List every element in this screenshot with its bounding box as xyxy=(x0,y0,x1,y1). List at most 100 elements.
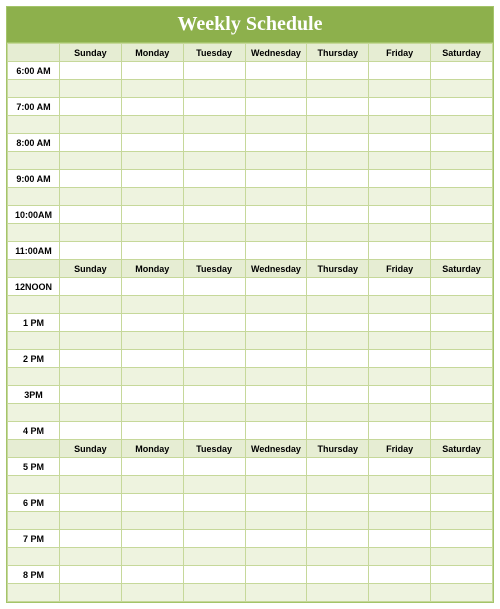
schedule-slot[interactable] xyxy=(245,80,307,98)
schedule-slot[interactable] xyxy=(183,296,245,314)
schedule-slot[interactable] xyxy=(307,152,369,170)
schedule-slot[interactable] xyxy=(183,404,245,422)
schedule-slot[interactable] xyxy=(369,512,431,530)
schedule-slot[interactable] xyxy=(369,80,431,98)
schedule-slot[interactable] xyxy=(60,134,122,152)
schedule-slot[interactable] xyxy=(369,530,431,548)
schedule-slot[interactable] xyxy=(183,458,245,476)
schedule-slot[interactable] xyxy=(245,368,307,386)
schedule-slot[interactable] xyxy=(60,530,122,548)
schedule-slot[interactable] xyxy=(431,188,493,206)
schedule-slot[interactable] xyxy=(307,116,369,134)
schedule-slot[interactable] xyxy=(183,350,245,368)
schedule-slot[interactable] xyxy=(431,134,493,152)
schedule-slot[interactable] xyxy=(121,350,183,368)
schedule-slot[interactable] xyxy=(369,98,431,116)
schedule-slot[interactable] xyxy=(307,278,369,296)
schedule-slot[interactable] xyxy=(307,224,369,242)
schedule-slot[interactable] xyxy=(245,476,307,494)
schedule-slot[interactable] xyxy=(431,422,493,440)
schedule-slot[interactable] xyxy=(369,566,431,584)
schedule-slot[interactable] xyxy=(60,404,122,422)
schedule-slot[interactable] xyxy=(369,62,431,80)
schedule-slot[interactable] xyxy=(60,242,122,260)
schedule-slot[interactable] xyxy=(121,296,183,314)
schedule-slot[interactable] xyxy=(307,584,369,602)
schedule-slot[interactable] xyxy=(60,296,122,314)
schedule-slot[interactable] xyxy=(183,80,245,98)
schedule-slot[interactable] xyxy=(307,494,369,512)
schedule-slot[interactable] xyxy=(183,206,245,224)
schedule-slot[interactable] xyxy=(369,224,431,242)
schedule-slot[interactable] xyxy=(60,116,122,134)
schedule-slot[interactable] xyxy=(369,404,431,422)
schedule-slot[interactable] xyxy=(431,98,493,116)
schedule-slot[interactable] xyxy=(60,314,122,332)
schedule-slot[interactable] xyxy=(60,152,122,170)
schedule-slot[interactable] xyxy=(245,566,307,584)
schedule-slot[interactable] xyxy=(307,332,369,350)
schedule-slot[interactable] xyxy=(245,224,307,242)
schedule-slot[interactable] xyxy=(121,116,183,134)
schedule-slot[interactable] xyxy=(431,224,493,242)
schedule-slot[interactable] xyxy=(431,476,493,494)
schedule-slot[interactable] xyxy=(60,188,122,206)
schedule-slot[interactable] xyxy=(183,530,245,548)
schedule-slot[interactable] xyxy=(431,386,493,404)
schedule-slot[interactable] xyxy=(369,152,431,170)
schedule-slot[interactable] xyxy=(121,242,183,260)
schedule-slot[interactable] xyxy=(60,206,122,224)
schedule-slot[interactable] xyxy=(60,512,122,530)
schedule-slot[interactable] xyxy=(245,314,307,332)
schedule-slot[interactable] xyxy=(307,368,369,386)
schedule-slot[interactable] xyxy=(245,350,307,368)
schedule-slot[interactable] xyxy=(369,170,431,188)
schedule-slot[interactable] xyxy=(307,404,369,422)
schedule-slot[interactable] xyxy=(60,386,122,404)
schedule-slot[interactable] xyxy=(369,386,431,404)
schedule-slot[interactable] xyxy=(369,278,431,296)
schedule-slot[interactable] xyxy=(121,368,183,386)
schedule-slot[interactable] xyxy=(183,242,245,260)
schedule-slot[interactable] xyxy=(245,332,307,350)
schedule-slot[interactable] xyxy=(121,548,183,566)
schedule-slot[interactable] xyxy=(121,458,183,476)
schedule-slot[interactable] xyxy=(431,242,493,260)
schedule-slot[interactable] xyxy=(369,350,431,368)
schedule-slot[interactable] xyxy=(121,404,183,422)
schedule-slot[interactable] xyxy=(307,170,369,188)
schedule-slot[interactable] xyxy=(121,62,183,80)
schedule-slot[interactable] xyxy=(183,116,245,134)
schedule-slot[interactable] xyxy=(431,548,493,566)
schedule-slot[interactable] xyxy=(307,134,369,152)
schedule-slot[interactable] xyxy=(60,332,122,350)
schedule-slot[interactable] xyxy=(431,332,493,350)
schedule-slot[interactable] xyxy=(121,224,183,242)
schedule-slot[interactable] xyxy=(183,134,245,152)
schedule-slot[interactable] xyxy=(60,62,122,80)
schedule-slot[interactable] xyxy=(245,458,307,476)
schedule-slot[interactable] xyxy=(183,314,245,332)
schedule-slot[interactable] xyxy=(121,476,183,494)
schedule-slot[interactable] xyxy=(245,188,307,206)
schedule-slot[interactable] xyxy=(121,494,183,512)
schedule-slot[interactable] xyxy=(245,494,307,512)
schedule-slot[interactable] xyxy=(121,512,183,530)
schedule-slot[interactable] xyxy=(431,116,493,134)
schedule-slot[interactable] xyxy=(183,422,245,440)
schedule-slot[interactable] xyxy=(245,296,307,314)
schedule-slot[interactable] xyxy=(183,368,245,386)
schedule-slot[interactable] xyxy=(307,80,369,98)
schedule-slot[interactable] xyxy=(369,422,431,440)
schedule-slot[interactable] xyxy=(369,296,431,314)
schedule-slot[interactable] xyxy=(60,566,122,584)
schedule-slot[interactable] xyxy=(369,458,431,476)
schedule-slot[interactable] xyxy=(431,350,493,368)
schedule-slot[interactable] xyxy=(245,134,307,152)
schedule-slot[interactable] xyxy=(369,584,431,602)
schedule-slot[interactable] xyxy=(245,98,307,116)
schedule-slot[interactable] xyxy=(431,206,493,224)
schedule-slot[interactable] xyxy=(60,278,122,296)
schedule-slot[interactable] xyxy=(60,584,122,602)
schedule-slot[interactable] xyxy=(183,476,245,494)
